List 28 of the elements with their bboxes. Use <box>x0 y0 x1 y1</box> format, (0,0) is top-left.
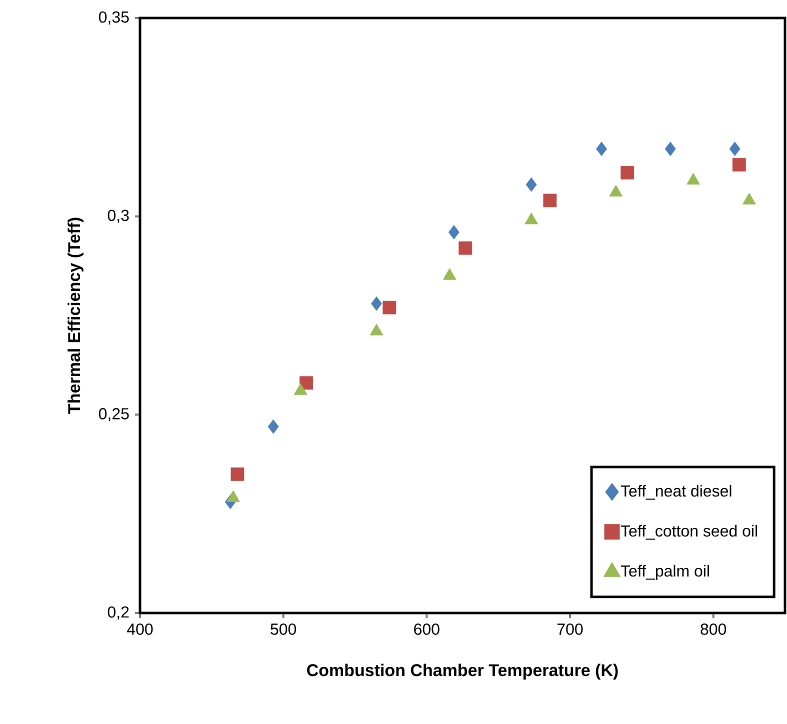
x-tick-label: 700 <box>557 624 583 635</box>
point <box>596 142 607 156</box>
y-tick-label: 0,3 <box>108 210 129 223</box>
point <box>664 142 676 156</box>
point <box>448 224 460 240</box>
y-tick-label: 0,2 <box>108 606 129 620</box>
x-tick-label: 500 <box>270 624 296 635</box>
x-tick-label: 800 <box>700 624 726 635</box>
legend-label: Teff_palm oil <box>620 564 709 580</box>
legend-label: Teff_neat diesel <box>620 484 732 500</box>
point <box>382 300 396 314</box>
x-tick-label: 600 <box>414 624 440 635</box>
point <box>620 166 634 180</box>
point <box>230 467 244 481</box>
x-axis-title: Combustion Chamber Temperature (K) <box>307 664 618 680</box>
y-axis-title: Thermal Efficiency (Teff) <box>68 218 84 414</box>
legend-label: Teff_cotton seed oil <box>620 524 757 540</box>
point <box>732 158 746 172</box>
point <box>268 419 279 434</box>
point <box>543 194 557 208</box>
point <box>300 376 313 390</box>
y-tick-label: 0,35 <box>98 11 129 25</box>
y-tick-label: 0,25 <box>98 408 129 422</box>
x-tick-label: 400 <box>127 624 153 635</box>
point <box>371 296 382 311</box>
point <box>729 142 740 156</box>
point <box>458 241 472 255</box>
point <box>526 177 537 192</box>
